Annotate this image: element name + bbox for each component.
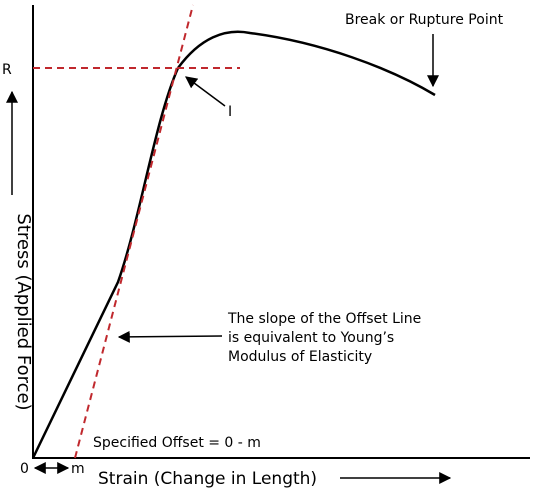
note-arrow [117,330,223,343]
axes [32,5,530,459]
m-label: m [71,461,85,477]
note-line: The slope of the Offset Line [227,311,421,327]
r-label: R [2,62,12,78]
x-axis-label: Strain (Change in Length) [98,469,317,489]
note-line: is equivalent to Young’s [228,330,394,346]
stress-strain-curve [31,30,436,459]
rupture-label: Break or Rupture Point [345,12,504,28]
intersection-arrow [185,76,226,107]
offset-line [74,4,194,459]
note-line: Modulus of Elasticity [228,349,372,365]
i-label: I [228,104,232,120]
y-axis-label: Stress (Applied Force) [13,213,34,410]
origin-label: 0 [20,461,29,477]
offset-label: Specified Offset = 0 - m [93,435,261,451]
